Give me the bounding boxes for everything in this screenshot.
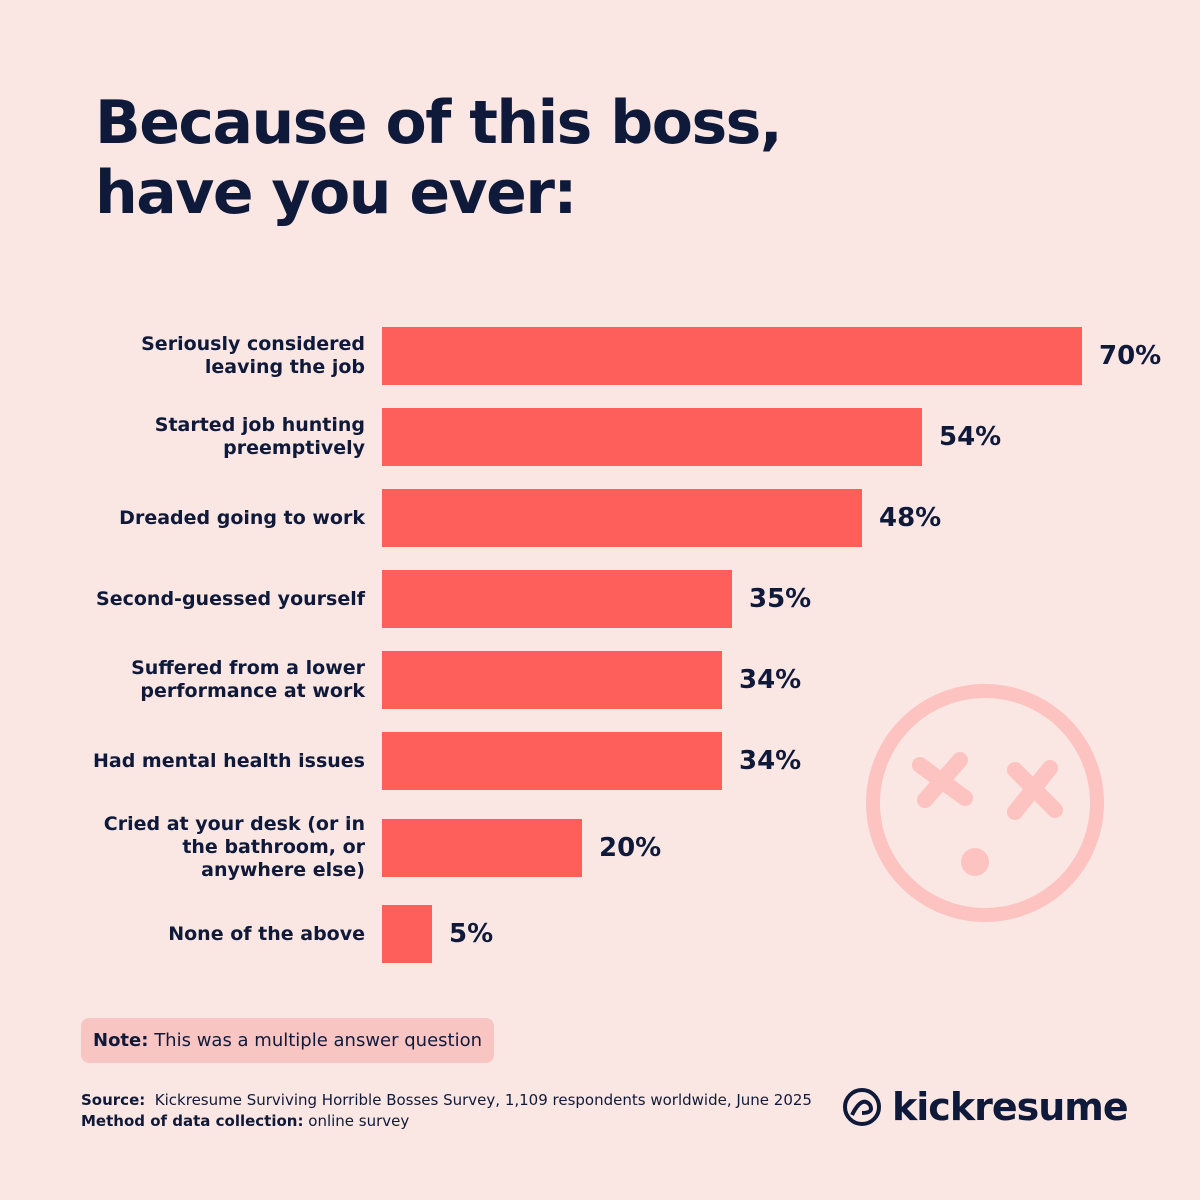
note-label: Note:	[93, 1030, 149, 1051]
source-label: Source:	[81, 1091, 146, 1109]
brand: kickresume	[840, 1085, 1129, 1129]
footer: Source: Kickresume Surviving Horrible Bo…	[81, 1090, 812, 1132]
source-text: Kickresume Surviving Horrible Bosses Sur…	[154, 1091, 812, 1109]
category-label: Dreaded going to work	[119, 506, 365, 529]
brand-name: kickresume	[892, 1085, 1129, 1129]
category-label: None of the above	[168, 922, 365, 945]
category-label: Suffered from a lower performance at wor…	[131, 657, 365, 702]
value-label: 54%	[939, 422, 1002, 452]
bar-row: Cried at your desk (or in the bathroom, …	[80, 813, 1180, 882]
bar	[382, 489, 862, 547]
bar	[382, 732, 722, 790]
bar-row: Had mental health issues 34%	[80, 732, 1180, 790]
bar-chart: Seriously considered leaving the job 70% S…	[80, 327, 1180, 963]
bar-row: None of the above 5%	[80, 905, 1180, 963]
value-label: 35%	[749, 584, 812, 614]
note: Note: This was a multiple answer questio…	[81, 1018, 495, 1063]
value-label: 34%	[739, 746, 802, 776]
value-label: 48%	[879, 503, 942, 533]
decorative-face	[866, 684, 1104, 922]
bar	[382, 327, 1082, 385]
bar	[382, 651, 722, 709]
bar-row: Seriously considered leaving the job 70%	[80, 327, 1180, 385]
method-label: Method of data collection:	[81, 1112, 304, 1130]
bar-row: Started job hunting preemptively 54%	[80, 408, 1180, 466]
value-label: 20%	[599, 832, 662, 863]
category-label: Had mental health issues	[92, 749, 365, 772]
category-label: Second-guessed yourself	[96, 587, 365, 610]
bar	[382, 905, 432, 963]
value-label: 34%	[739, 665, 802, 695]
bar	[382, 818, 582, 877]
bar	[382, 570, 732, 628]
value-label: 70%	[1099, 341, 1162, 371]
bar-row: Second-guessed yourself 35%	[80, 570, 1180, 628]
chart-title: Because of this boss, have you ever:	[95, 88, 783, 228]
brand-logo	[843, 1088, 881, 1126]
bar	[382, 408, 922, 466]
note-text: This was a multiple answer question	[154, 1030, 483, 1051]
category-label: Started job hunting preemptively	[154, 414, 365, 459]
source: Source: Kickresume Surviving Horrible Bo…	[81, 1090, 812, 1111]
bar-row: Suffered from a lower performance at wor…	[80, 651, 1180, 709]
value-label: 5%	[449, 919, 494, 949]
bar-row: Dreaded going to work 48%	[80, 489, 1180, 547]
category-label: Cried at your desk (or in the bathroom, …	[103, 813, 365, 881]
method-text: online survey	[308, 1112, 410, 1130]
category-label: Seriously considered leaving the job	[141, 333, 365, 378]
method: Method of data collection: online survey	[81, 1111, 812, 1132]
